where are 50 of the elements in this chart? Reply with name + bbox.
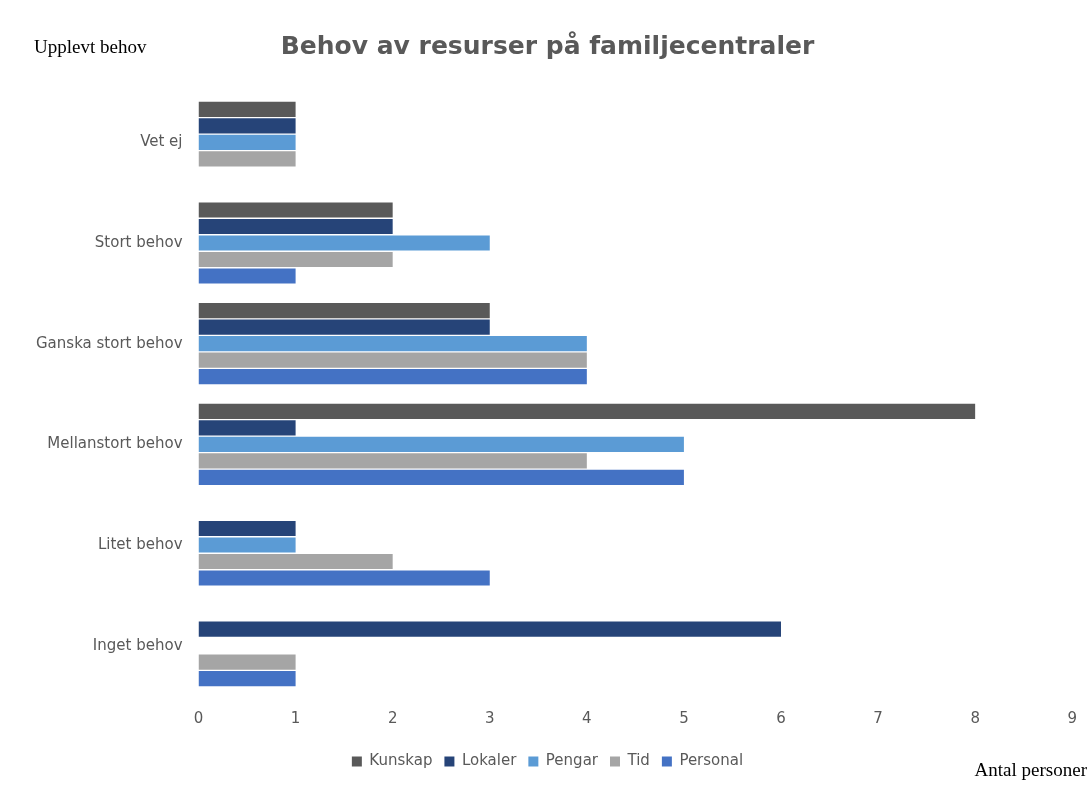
bar bbox=[198, 336, 587, 352]
bar bbox=[198, 469, 684, 485]
bar bbox=[198, 218, 393, 235]
bar bbox=[198, 202, 393, 218]
x-tick-label: 5 bbox=[679, 708, 689, 727]
bar bbox=[198, 251, 393, 268]
y-tick-label: Inget behov bbox=[92, 635, 183, 654]
x-tick-label: 3 bbox=[484, 708, 495, 727]
y-tick-label: Stort behov bbox=[94, 232, 183, 251]
x-tick-label: 4 bbox=[582, 708, 592, 727]
bar bbox=[198, 151, 296, 167]
x-tick-label: 2 bbox=[387, 708, 398, 727]
y-axis-title: Upplevt behov bbox=[34, 36, 147, 58]
bar bbox=[198, 553, 393, 570]
bar bbox=[198, 235, 490, 251]
bar bbox=[198, 369, 587, 385]
y-tick-label: Litet behov bbox=[97, 534, 183, 553]
bar bbox=[198, 436, 684, 452]
bar bbox=[198, 520, 296, 537]
chart-title: Behov av resurser på familjecentraler bbox=[280, 30, 815, 60]
legend-label: Personal bbox=[679, 751, 744, 770]
x-tick-label: 9 bbox=[1067, 708, 1077, 727]
bar bbox=[198, 319, 490, 335]
y-tick-label: Ganska stort behov bbox=[35, 333, 183, 352]
y-tick-label: Mellanstort behov bbox=[47, 434, 183, 453]
bar bbox=[198, 654, 296, 670]
bar bbox=[198, 352, 587, 368]
legend-label: Pengar bbox=[545, 751, 599, 770]
x-tick-label: 0 bbox=[193, 708, 204, 727]
x-tick-label: 7 bbox=[873, 708, 883, 727]
bar bbox=[198, 134, 296, 150]
x-tick-label: 1 bbox=[290, 708, 301, 727]
bar bbox=[198, 303, 490, 319]
bar bbox=[198, 671, 296, 687]
bar bbox=[198, 118, 296, 134]
bar bbox=[198, 268, 296, 284]
legend-label: Tid bbox=[626, 751, 650, 770]
legend-label: Kunskap bbox=[369, 751, 433, 770]
bar bbox=[198, 621, 781, 637]
bar bbox=[198, 403, 976, 419]
bar bbox=[198, 537, 296, 553]
bar bbox=[198, 570, 490, 586]
x-tick-label: 8 bbox=[970, 708, 980, 727]
x-axis-title: Antal personer bbox=[974, 759, 1087, 781]
y-tick-label: Vet ej bbox=[140, 132, 183, 151]
bar bbox=[198, 420, 296, 436]
legend-label: Lokaler bbox=[461, 751, 518, 770]
x-tick-label: 6 bbox=[776, 708, 786, 727]
bar bbox=[198, 101, 296, 117]
bar bbox=[198, 453, 587, 469]
